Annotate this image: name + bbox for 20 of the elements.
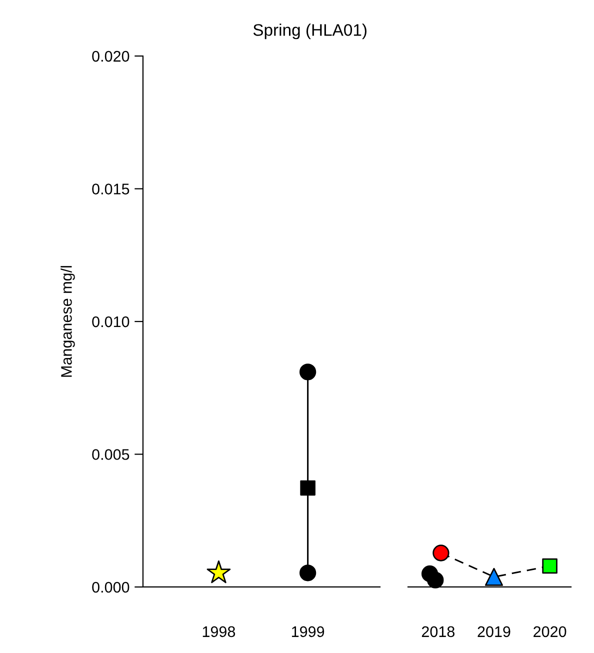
point: [206, 560, 231, 584]
point: [299, 364, 316, 380]
point: [484, 568, 504, 586]
y-tick-label: 0.000: [92, 582, 130, 593]
x-tick-label: 2020: [534, 626, 566, 638]
point: [542, 558, 558, 574]
point: [432, 544, 450, 562]
y-tick-label: 0.010: [92, 316, 130, 328]
x-tick-label: 1999: [292, 626, 324, 638]
x-tick-label: 2019: [478, 626, 510, 638]
point: [300, 480, 316, 496]
y-axis-title: Manganese mg/l: [60, 266, 75, 377]
chart-title: Spring (HLA01): [253, 24, 366, 40]
point: [427, 572, 444, 588]
y-tick-label: 0.020: [92, 50, 130, 62]
x-tick-label: 2018: [422, 626, 454, 638]
y-tick-label: 0.005: [92, 449, 130, 460]
point: [299, 564, 316, 582]
y-tick-label: 0.015: [92, 184, 130, 194]
x-tick-label: 1998: [202, 626, 236, 638]
